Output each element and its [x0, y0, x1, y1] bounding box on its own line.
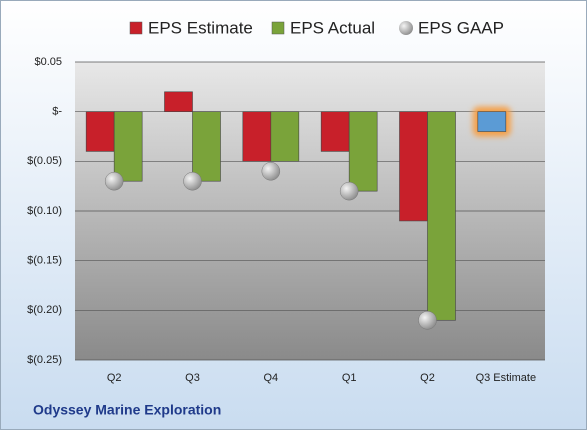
bar: [399, 111, 428, 222]
legend-label: EPS Actual: [290, 18, 375, 37]
legend-marker: [271, 21, 285, 35]
bar: [477, 111, 507, 132]
bar: [348, 111, 378, 192]
bar: [270, 111, 300, 162]
gaap-marker: [418, 311, 437, 330]
legend-label: EPS Estimate: [148, 18, 253, 37]
bar: [85, 111, 115, 152]
y-tick-label: $(0.05): [27, 155, 62, 167]
gaap-marker: [261, 162, 281, 181]
x-tick-label: Q3 Estimate: [476, 372, 537, 384]
y-tick-label: $(0.15): [27, 255, 62, 267]
y-tick-label: $-: [52, 106, 62, 118]
y-tick-label: $(0.25): [27, 354, 62, 366]
gaap-marker: [104, 171, 124, 191]
gaap-marker: [183, 171, 202, 191]
x-tick-label: Q1: [342, 372, 357, 384]
bar: [192, 111, 221, 182]
legend-label: EPS GAAP: [418, 18, 504, 37]
y-tick-label: $(0.10): [27, 205, 62, 217]
x-tick-label: Q2: [420, 372, 435, 384]
x-tick-label: Q3: [185, 372, 200, 384]
y-tick-label: $(0.20): [27, 304, 62, 316]
bar: [113, 111, 143, 182]
legend-marker: [129, 21, 143, 35]
gaap-marker: [339, 181, 359, 201]
bar: [164, 91, 193, 112]
footer: Odyssey Marine Exploration: [33, 402, 221, 418]
x-tick-label: Q4: [263, 372, 278, 384]
bar: [427, 111, 456, 321]
bar: [242, 111, 272, 162]
x-tick-label: Q2: [107, 372, 122, 384]
y-tick-label: $0.05: [34, 56, 62, 68]
legend-marker: [399, 21, 413, 35]
bar: [320, 111, 350, 152]
